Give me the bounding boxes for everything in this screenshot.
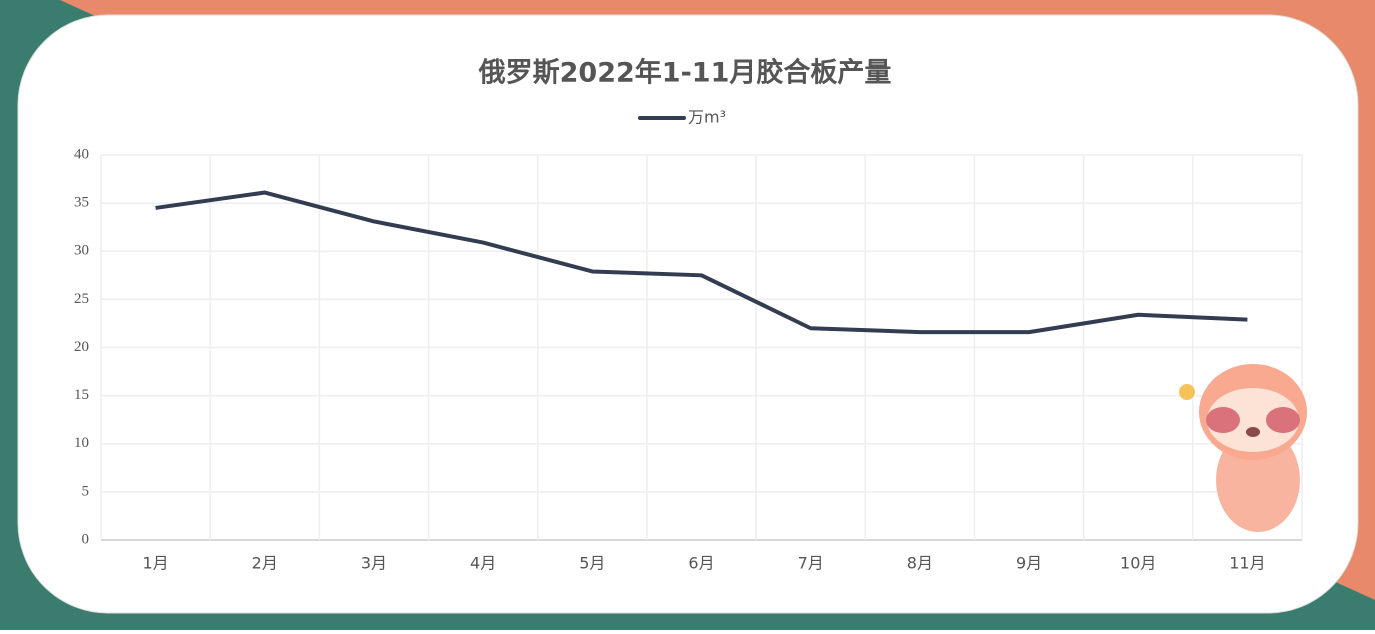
y-tick-label: 15 (74, 387, 89, 403)
plot: 0 5 10 15 20 25 30 35 40 1月 2月 3月 4月 5月 6月 7月 8月 9月 10月 11月… (74, 108, 1303, 573)
y-tick-label: 30 (74, 243, 89, 259)
x-tick-label: 2月 (252, 554, 278, 573)
x-tick-label: 6月 (688, 554, 714, 573)
x-tick-label: 5月 (579, 554, 605, 573)
panel (17, 14, 1359, 614)
chart-title: 俄罗斯2022年1-11月胶合板产量 (478, 57, 892, 89)
mascot-eye (1206, 407, 1240, 433)
x-tick-label: 3月 (361, 554, 387, 573)
line (155, 190, 1248, 335)
x-tick-label: 7月 (798, 554, 824, 573)
x-tick-label: 10月 (1120, 554, 1156, 573)
mascot (1179, 364, 1307, 532)
y-tick-label: 10 (74, 435, 89, 451)
y-tick-label: 5 (82, 483, 90, 499)
x-tick-label: 4月 (470, 554, 496, 573)
y-tick-label: 20 (74, 339, 89, 355)
mascot-nose (1246, 427, 1260, 437)
x-tick-label: 8月 (907, 554, 933, 573)
y-tick-label: 35 (74, 195, 89, 211)
mascot-eye (1266, 407, 1300, 433)
legend-label: 万m³ (688, 108, 726, 127)
y-tick-label: 0 (82, 531, 90, 547)
mascot-face (1207, 388, 1299, 452)
x-tick-label: 9月 (1016, 554, 1042, 573)
x-tick-label: 1月 (142, 554, 168, 573)
x-tick-label: 11月 (1229, 554, 1265, 573)
y-tick-label: 25 (74, 291, 89, 307)
y-tick-label: 40 (74, 146, 89, 162)
mascot-bulb (1179, 384, 1195, 400)
